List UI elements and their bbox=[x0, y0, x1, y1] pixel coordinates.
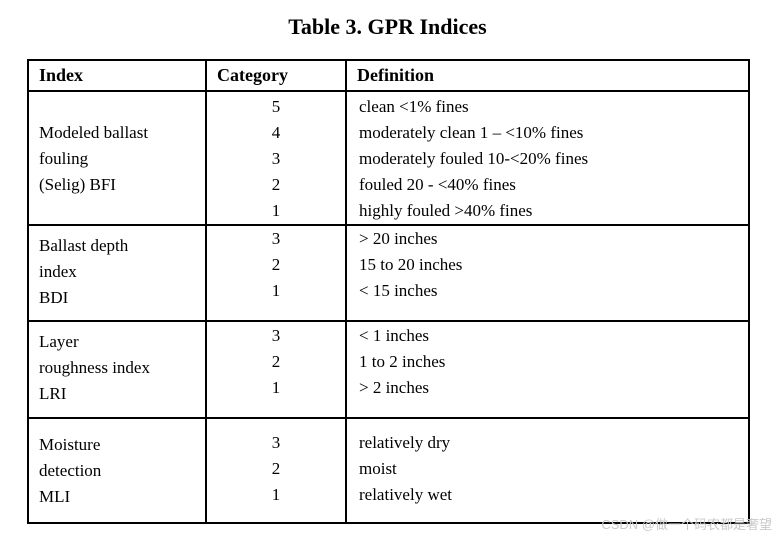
category-value: 2 bbox=[271, 255, 281, 274]
category-value: 3 bbox=[271, 149, 281, 168]
category-value: 3 bbox=[271, 433, 281, 452]
category-cell-mli: 3 2 1 bbox=[205, 417, 347, 524]
index-line: (Selig) BFI bbox=[39, 175, 116, 194]
definition-cell-bdi: > 20 inches 15 to 20 inches < 15 inches bbox=[345, 224, 750, 322]
index-line: BDI bbox=[39, 288, 69, 307]
header-row: Index Category Definition bbox=[27, 59, 750, 92]
definition-value: moderately clean 1 – <10% fines bbox=[359, 123, 584, 142]
col-header-index: Index bbox=[27, 59, 207, 92]
definition-value: 1 to 2 inches bbox=[359, 352, 446, 371]
index-cell-lri: Layer roughness index LRI bbox=[27, 320, 207, 419]
table-title: Table 3. GPR Indices bbox=[288, 14, 487, 39]
index-line: Ballast depth bbox=[39, 236, 129, 255]
section-mli: Moisture detection MLI 3 2 1 relatively … bbox=[27, 417, 750, 524]
category-value: 1 bbox=[271, 281, 281, 300]
index-cell-mli: Moisture detection MLI bbox=[27, 417, 207, 524]
csdn-watermark: CSDN @做一个码农都是奢望 bbox=[601, 517, 772, 532]
category-cell-bfi: 5 4 3 2 1 bbox=[205, 90, 347, 226]
index-line: detection bbox=[39, 461, 102, 480]
index-line: fouling bbox=[39, 149, 89, 168]
definition-value: highly fouled >40% fines bbox=[359, 201, 533, 220]
definition-value: moderately fouled 10-<20% fines bbox=[359, 149, 589, 168]
index-line: Moisture bbox=[39, 435, 101, 454]
category-value: 2 bbox=[271, 175, 281, 194]
category-value: 3 bbox=[271, 229, 281, 248]
category-cell-lri: 3 2 1 bbox=[205, 320, 347, 419]
index-cell-bfi: Modeled ballast fouling (Selig) BFI bbox=[27, 90, 207, 226]
definition-value: < 1 inches bbox=[359, 326, 430, 345]
definition-value: fouled 20 - <40% fines bbox=[359, 175, 516, 194]
index-line: Layer bbox=[39, 332, 79, 351]
category-value: 2 bbox=[271, 459, 281, 478]
gpr-indices-table: Index Category Definition Modeled ballas… bbox=[27, 59, 750, 524]
col-header-definition: Definition bbox=[345, 59, 750, 92]
definition-value: moist bbox=[359, 459, 397, 478]
definition-value: < 15 inches bbox=[359, 281, 438, 300]
index-line: MLI bbox=[39, 487, 71, 506]
definition-value: > 20 inches bbox=[359, 229, 438, 248]
index-line: roughness index bbox=[39, 358, 150, 377]
col-header-category: Category bbox=[205, 59, 347, 92]
category-cell-bdi: 3 2 1 bbox=[205, 224, 347, 322]
index-line: LRI bbox=[39, 384, 67, 403]
definition-value: relatively wet bbox=[359, 485, 452, 504]
category-value: 3 bbox=[271, 326, 281, 345]
index-line: index bbox=[39, 262, 77, 281]
definition-cell-lri: < 1 inches 1 to 2 inches > 2 inches bbox=[345, 320, 750, 419]
definition-cell-mli: relatively dry moist relatively wet bbox=[345, 417, 750, 524]
section-lri: Layer roughness index LRI 3 2 1 < 1 inch… bbox=[27, 320, 750, 419]
section-bfi: Modeled ballast fouling (Selig) BFI 5 4 … bbox=[27, 90, 750, 226]
category-value: 2 bbox=[271, 352, 281, 371]
definition-value: relatively dry bbox=[359, 433, 451, 452]
definition-value: 15 to 20 inches bbox=[359, 255, 463, 274]
category-value: 1 bbox=[271, 378, 281, 397]
index-cell-bdi: Ballast depth index BDI bbox=[27, 224, 207, 322]
category-value: 5 bbox=[271, 97, 281, 116]
definition-value: clean <1% fines bbox=[359, 97, 469, 116]
category-value: 4 bbox=[271, 123, 281, 142]
category-value: 1 bbox=[271, 201, 281, 220]
definition-value: > 2 inches bbox=[359, 378, 430, 397]
definition-cell-bfi: clean <1% fines moderately clean 1 – <10… bbox=[345, 90, 750, 226]
category-value: 1 bbox=[271, 485, 281, 504]
index-line: Modeled ballast bbox=[39, 123, 149, 142]
section-bdi: Ballast depth index BDI 3 2 1 > 20 inche… bbox=[27, 224, 750, 322]
